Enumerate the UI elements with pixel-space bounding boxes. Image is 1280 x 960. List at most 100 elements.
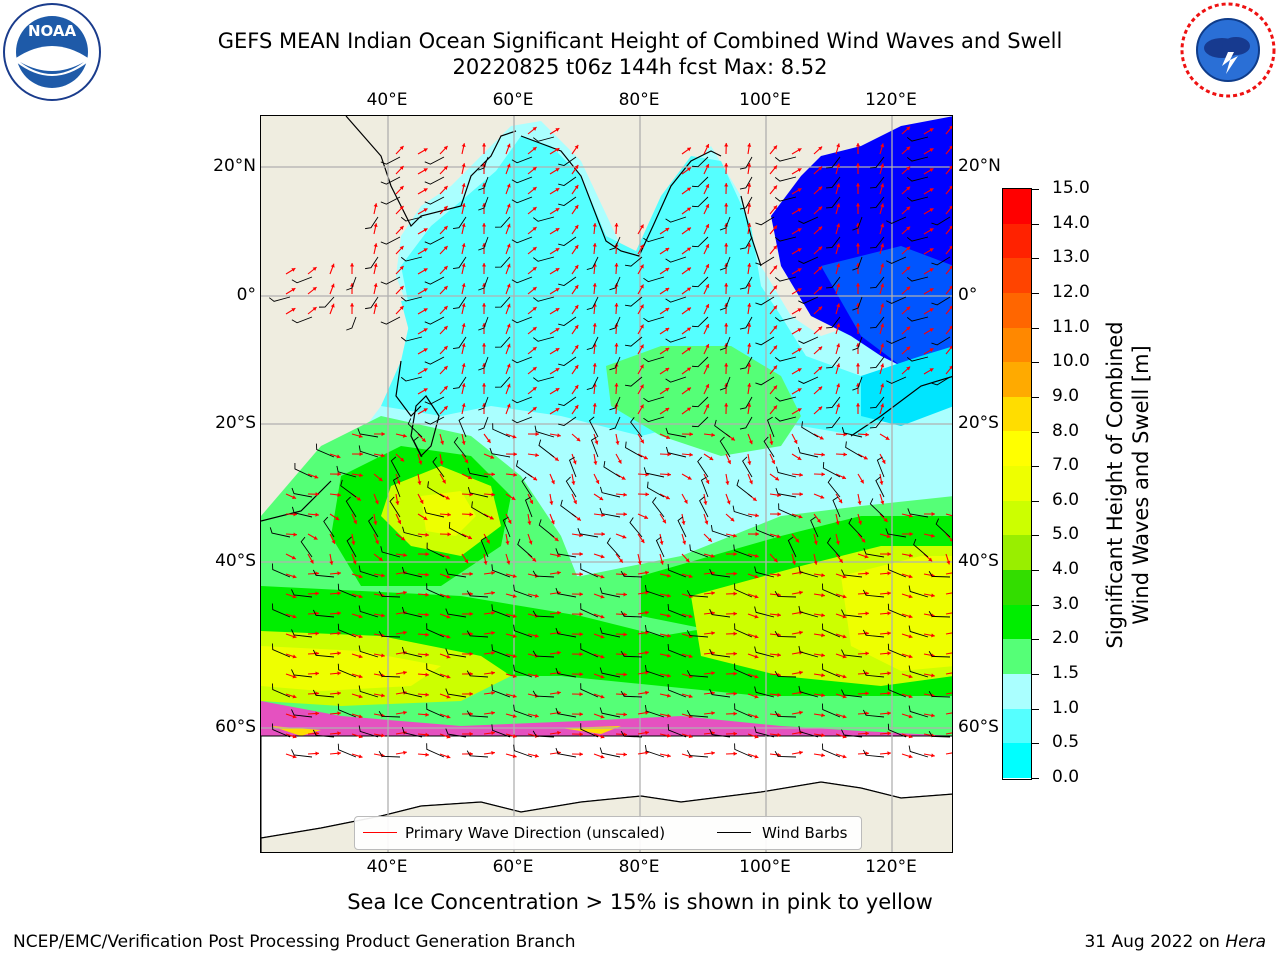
wave-direction-arrowhead xyxy=(640,404,644,409)
wave-direction-arrowhead xyxy=(506,403,511,408)
wind-barb xyxy=(709,568,731,578)
wave-direction-arrowhead xyxy=(821,633,825,638)
wave-direction-arrowhead xyxy=(381,573,385,578)
right-lat-label-40s: 40°S xyxy=(958,551,999,571)
wave-direction-arrowhead xyxy=(614,223,619,227)
wind-barb xyxy=(755,256,775,266)
wave-direction-arrowhead xyxy=(373,243,378,248)
wind-barb xyxy=(667,723,687,738)
wind-barb xyxy=(870,176,885,189)
wave-direction-arrowhead xyxy=(443,166,448,170)
wave-direction-arrowhead xyxy=(549,501,554,505)
wave-direction-arrowhead xyxy=(754,553,759,558)
wind-barb xyxy=(875,476,885,498)
wind-barb xyxy=(931,216,951,226)
footer-date: 31 Aug 2022 on Hera xyxy=(1084,932,1266,952)
wave-direction-arrowhead xyxy=(555,408,560,412)
wave-direction-arrowhead xyxy=(665,495,670,500)
wind-barb xyxy=(826,356,841,369)
wave-direction-arrowhead xyxy=(733,711,737,716)
wind-barb xyxy=(426,583,445,598)
wave-direction-arrowhead xyxy=(747,461,752,465)
wave-direction-arrowhead xyxy=(421,438,426,442)
wave-direction-arrowhead xyxy=(528,540,533,545)
wave-direction-arrowhead xyxy=(667,452,671,457)
wave-direction-arrowhead xyxy=(887,571,891,576)
wave-direction-arrowhead xyxy=(446,694,451,699)
wave-direction-arrowhead xyxy=(644,515,649,519)
wind-barb xyxy=(699,496,709,518)
wave-direction-arrowhead xyxy=(949,265,952,270)
wind-barb xyxy=(466,750,489,758)
wind-barb xyxy=(458,416,467,438)
wave-direction-arrowhead xyxy=(949,345,952,350)
wind-barb xyxy=(565,476,577,498)
wave-direction-arrowhead xyxy=(733,631,737,636)
wave-direction-arrowhead xyxy=(469,671,473,677)
wave-direction-arrowhead xyxy=(949,305,952,310)
wind-barb xyxy=(624,336,643,347)
top-lon-label-60e: 60°E xyxy=(492,90,534,110)
wave-direction-arrowhead xyxy=(506,283,511,288)
wind-barb xyxy=(400,336,423,342)
wind-barb xyxy=(665,446,687,458)
wave-direction-arrowhead xyxy=(949,365,952,370)
wind-barb xyxy=(734,743,753,758)
wave-direction-arrowhead xyxy=(747,283,752,287)
wind-barb xyxy=(826,396,841,409)
wind-barb xyxy=(358,565,379,578)
wave-direction-arrowhead xyxy=(551,480,555,485)
wave-direction-arrowhead xyxy=(529,499,534,504)
wave-direction-arrowhead xyxy=(555,368,560,372)
wave-direction-arrowhead xyxy=(574,244,579,249)
wind-barb xyxy=(692,396,709,408)
colorbar-segment xyxy=(1003,535,1031,571)
wave-direction-arrowhead xyxy=(614,303,619,307)
wave-direction-arrowhead xyxy=(797,248,802,252)
wave-direction-arrowhead xyxy=(423,148,428,152)
wave-direction-arrowhead xyxy=(666,573,671,578)
wind-barb xyxy=(667,643,687,658)
wind-barb xyxy=(424,316,445,325)
wind-barb xyxy=(906,156,929,162)
wind-barb xyxy=(380,276,401,285)
wave-direction-arrowhead xyxy=(705,284,710,289)
wave-direction-arrowhead xyxy=(425,692,429,697)
wave-direction-arrowhead xyxy=(732,533,737,538)
wave-direction-arrowhead xyxy=(821,593,825,598)
wind-barb xyxy=(609,356,621,371)
wave-direction-arrow xyxy=(945,533,952,541)
wind-barb xyxy=(513,744,533,758)
wind-barb xyxy=(692,316,709,328)
wind-barb xyxy=(870,196,885,209)
wind-barb xyxy=(609,236,621,251)
wind-barb xyxy=(665,336,687,343)
wave-direction-arrowhead xyxy=(292,594,297,599)
wave-direction-arrowhead xyxy=(818,246,823,251)
wind-barb xyxy=(870,396,885,409)
wave-direction-arrowhead xyxy=(615,441,620,445)
colorbar-label-line2: Wind Waves and Swell [m] xyxy=(1129,345,1153,625)
wave-direction-arrow xyxy=(945,612,952,615)
wave-direction-arrowhead xyxy=(461,263,466,268)
footer-credit: NCEP/EMC/Verification Post Processing Pr… xyxy=(13,932,576,952)
wave-direction-arrowhead xyxy=(799,630,803,635)
wave-direction-arrowhead xyxy=(467,475,472,480)
wave-direction-arrowhead xyxy=(461,363,466,368)
wave-direction-arrowhead xyxy=(512,733,517,738)
wind-barb xyxy=(558,196,577,206)
wave-direction-arrowhead xyxy=(705,404,710,409)
wave-direction-arrowhead xyxy=(931,511,935,517)
wave-direction-arrowhead xyxy=(600,694,605,699)
wave-direction-arrowhead xyxy=(511,496,516,500)
nws-logo xyxy=(1176,0,1280,104)
wave-direction-arrowhead xyxy=(399,266,404,270)
wave-direction-arrowhead xyxy=(880,143,885,148)
wind-barb xyxy=(513,624,533,638)
wave-direction-arrowhead xyxy=(754,754,759,759)
wave-direction-arrowhead xyxy=(747,243,752,247)
wind-barb xyxy=(606,537,621,558)
wave-direction-arrowhead xyxy=(555,268,560,272)
wind-barb xyxy=(754,566,775,578)
wind-barb xyxy=(558,356,577,366)
